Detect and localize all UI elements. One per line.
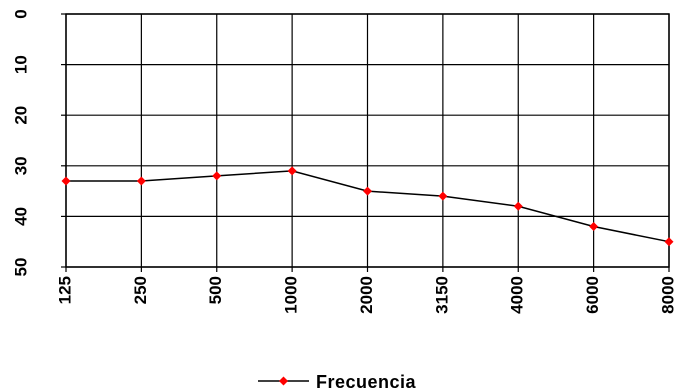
x-axis-tick-labels: 125 250 500 1000 2000 3150 4000 6000 8000 [55,276,675,314]
x-tick-label: 3150 [432,276,451,314]
y-tick-label: 20 [11,106,30,125]
x-tick-label: 500 [206,276,225,304]
data-point-marker [438,191,448,201]
y-axis-tick-labels: 0 10 20 30 40 50 [11,9,30,276]
legend: Frecuencia [258,372,417,391]
x-tick-label: 250 [131,276,150,304]
data-point-marker [664,237,674,247]
y-tick-label: 0 [11,9,30,18]
grid-lines [61,13,670,272]
y-tick-label: 10 [11,55,30,74]
y-tick-label: 40 [11,207,30,226]
y-tick-label: 30 [11,156,30,175]
data-point-marker [212,171,222,181]
data-point-marker [589,222,599,232]
y-tick-label: 50 [11,258,30,277]
legend-label: Frecuencia [316,372,417,391]
data-point-marker [363,186,372,196]
series-layer [61,166,674,247]
x-tick-label: 4000 [508,276,527,314]
legend-marker-diamond [279,376,288,386]
data-point-marker [136,176,146,186]
x-tick-label: 8000 [658,276,675,314]
x-tick-label: 1000 [282,276,301,314]
x-tick-label: 2000 [357,276,376,314]
data-point-marker [513,201,523,211]
x-tick-label: 6000 [583,276,602,314]
data-point-marker [287,166,297,176]
data-point-marker [61,176,71,186]
x-tick-label: 125 [55,276,74,304]
